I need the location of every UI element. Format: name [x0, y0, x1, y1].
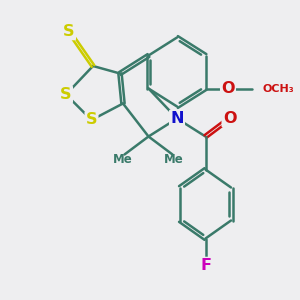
Text: S: S [86, 112, 97, 128]
Text: O: O [223, 111, 236, 126]
Text: OCH₃: OCH₃ [262, 83, 294, 94]
Text: Me: Me [164, 152, 184, 166]
Text: N: N [170, 111, 184, 126]
Text: F: F [200, 258, 211, 273]
Text: O: O [221, 81, 235, 96]
Text: S: S [63, 24, 75, 39]
Text: S: S [60, 87, 72, 102]
Text: Me: Me [113, 152, 133, 166]
